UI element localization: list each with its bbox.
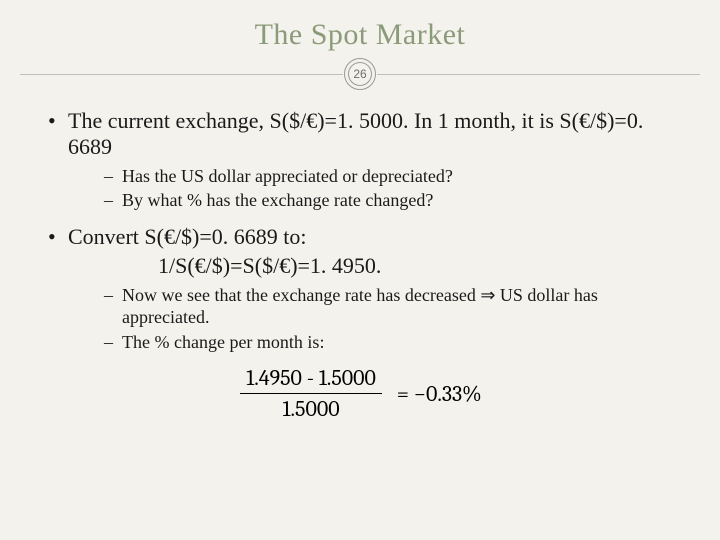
denominator: 1.5000: [240, 394, 382, 422]
bullet-text: Convert S(€/$)=0. 6689 to:: [68, 224, 307, 249]
result: = −0.33%: [393, 381, 486, 407]
bullet-level1: Convert S(€/$)=0. 6689 to: 1/S(€/$)=S($/…: [40, 224, 680, 353]
content-area: The current exchange, S($/€)=1. 5000. In…: [0, 108, 720, 422]
numerator: 1.4950 - 1.5000: [240, 365, 382, 394]
slide-title: The Spot Market: [0, 0, 720, 58]
bullet-level1: The current exchange, S($/€)=1. 5000. In…: [40, 108, 680, 212]
bullet-level2: The % change per month is:: [68, 331, 680, 354]
bullet-level2: By what % has the exchange rate changed?: [68, 189, 680, 212]
bullet-text: The current exchange, S($/€)=1. 5000. In…: [68, 108, 643, 159]
formula: 1.4950 - 1.5000 1.5000 = −0.33%: [40, 365, 680, 422]
page-number: 26: [353, 67, 366, 81]
bullet-level2: Now we see that the exchange rate has de…: [68, 284, 680, 329]
divider: 26: [0, 58, 720, 90]
fraction: 1.4950 - 1.5000 1.5000: [240, 365, 382, 422]
slide: The Spot Market 26 The current exchange,…: [0, 0, 720, 540]
page-number-badge: 26: [343, 57, 377, 91]
indent-text: 1/S(€/$)=S($/€)=1. 4950.: [68, 252, 680, 280]
bullet-level2: Has the US dollar appreciated or depreci…: [68, 165, 680, 188]
